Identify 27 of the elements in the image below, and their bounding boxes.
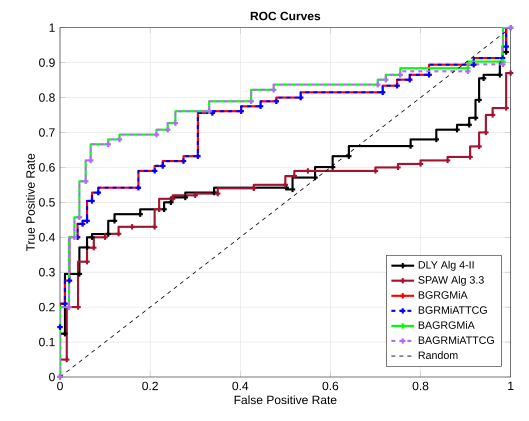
y-axis-title: True Positive Rate <box>26 154 35 252</box>
x-tick-label: 1 <box>508 382 514 390</box>
legend-label: Random <box>418 351 458 360</box>
legend-label: BAGRGMiA <box>418 321 475 329</box>
legend-label: BAGRMiATTCG <box>418 336 494 344</box>
y-tick-label: 0.7 <box>39 128 55 137</box>
chart-title: ROC Curves <box>250 12 320 20</box>
y-tick-label: 0.6 <box>39 163 55 172</box>
x-tick-label: 0.8 <box>412 382 428 390</box>
x-axis-title: False Positive Rate <box>234 395 336 404</box>
legend-label: SPAW Alg 3.3 <box>418 276 484 286</box>
y-tick-label: 1 <box>50 24 55 32</box>
legend-label: BGRMiATTCG <box>418 306 487 314</box>
y-tick-label: 0.2 <box>39 302 55 312</box>
legend-label: BGRGMiA <box>418 290 468 299</box>
y-tick-label: 0.5 <box>39 198 55 207</box>
x-tick-label: 0 <box>57 382 63 390</box>
y-tick-label: 0.1 <box>39 338 55 346</box>
x-tick-label: 0.4 <box>232 382 248 390</box>
legend-label: DLY Alg 4-II <box>418 260 474 271</box>
y-tick-label: 0 <box>49 372 55 382</box>
y-tick-label: 0.8 <box>39 93 55 102</box>
x-tick-label: 0.2 <box>142 382 158 390</box>
x-tick-label: 0.6 <box>322 382 338 390</box>
y-tick-label: 0.4 <box>39 233 55 242</box>
y-tick-label: 0.3 <box>39 268 55 276</box>
y-tick-label: 0.9 <box>39 58 55 67</box>
